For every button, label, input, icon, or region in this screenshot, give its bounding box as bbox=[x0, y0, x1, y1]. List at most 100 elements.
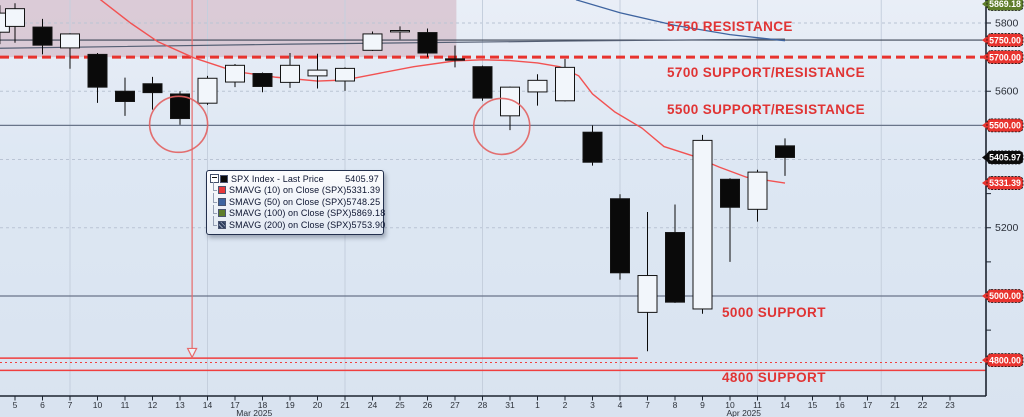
legend-row-2[interactable]: SMAVG (50) on Close (SPX) 5748.25 bbox=[210, 193, 381, 208]
x-tick-label: 8 bbox=[673, 400, 678, 410]
legend-tree-connector bbox=[210, 204, 218, 220]
y-tick-label: 5600 bbox=[995, 86, 1019, 98]
month-label: Apr 2025 bbox=[727, 408, 762, 417]
legend-row-0[interactable]: SPX Index - Last Price 5405.97 bbox=[210, 173, 379, 185]
highlight-circle bbox=[472, 97, 531, 156]
legend-swatch bbox=[218, 186, 226, 195]
candle-mar-21[interactable] bbox=[335, 67, 355, 82]
x-tick-label: 10 bbox=[93, 400, 103, 410]
candle-apr-1[interactable] bbox=[527, 79, 548, 93]
shaded-region bbox=[0, 0, 457, 58]
x-tick-label: 15 bbox=[808, 400, 818, 410]
y-tick-label: 5200 bbox=[995, 222, 1019, 234]
y-axis-badge bbox=[986, 0, 1024, 11]
legend-label: SMAVG (10) on Close (SPX) bbox=[229, 185, 347, 196]
legend-swatch bbox=[218, 197, 226, 206]
annotation-text: 5500 SUPPORT/RESISTANCE bbox=[667, 102, 865, 117]
candle-apr-4[interactable] bbox=[610, 198, 630, 274]
legend-label: SMAVG (50) on Close (SPX) bbox=[229, 196, 347, 207]
candle-apr-11[interactable] bbox=[747, 171, 768, 210]
legend-row-1[interactable]: SMAVG (10) on Close (SPX) 5331.39 bbox=[210, 181, 380, 197]
badge-tail bbox=[982, 35, 988, 45]
highlight-circle bbox=[148, 95, 209, 154]
x-tick-label: 10 bbox=[725, 400, 735, 410]
x-tick-label: 28 bbox=[478, 400, 488, 410]
x-tick-label: 13 bbox=[175, 400, 185, 410]
x-tick-label: 25 bbox=[395, 400, 405, 410]
candle-mar-5[interactable] bbox=[5, 8, 25, 27]
legend-value: 5748.25 bbox=[346, 196, 381, 207]
legend-value: 5405.97 bbox=[345, 173, 379, 184]
x-tick-label: 17 bbox=[230, 400, 240, 410]
candle-mar-10[interactable] bbox=[87, 53, 108, 88]
candle-apr-2[interactable] bbox=[555, 66, 575, 102]
x-tick-label: 23 bbox=[945, 400, 955, 410]
legend-label: SPX Index - Last Price bbox=[231, 173, 324, 184]
annotation-text: 4800 SUPPORT bbox=[722, 370, 826, 385]
x-tick-label: 27 bbox=[450, 400, 460, 410]
chart-legend[interactable]: SPX Index - Last Price 5405.97 SMAVG (10) … bbox=[206, 170, 385, 235]
x-tick-label: 11 bbox=[753, 400, 762, 410]
candle-mar-27[interactable] bbox=[445, 58, 465, 61]
legend-swatch bbox=[220, 174, 228, 183]
badge-tail bbox=[982, 152, 988, 162]
candle-apr-14[interactable] bbox=[775, 145, 795, 158]
candle-apr-3[interactable] bbox=[582, 131, 603, 163]
x-tick-label: 31 bbox=[505, 400, 515, 410]
x-tick-label: 6 bbox=[40, 400, 45, 410]
candle-mar-7[interactable] bbox=[60, 33, 80, 49]
candle-mar-24[interactable] bbox=[362, 33, 383, 51]
x-tick-label: 21 bbox=[890, 400, 900, 410]
x-tick-label: 9 bbox=[700, 400, 705, 410]
candle-mar-19[interactable] bbox=[280, 64, 300, 83]
y-axis-badge bbox=[986, 50, 1024, 65]
candle-mar-26[interactable] bbox=[417, 32, 438, 54]
y-axis-badge bbox=[986, 353, 1024, 368]
y-axis-badge bbox=[986, 150, 1024, 165]
badge-tail bbox=[982, 355, 988, 365]
legend-value: 5869.18 bbox=[351, 208, 386, 219]
month-label: Mar 2025 bbox=[236, 408, 272, 417]
annotation-text: 5000 SUPPORT bbox=[722, 305, 826, 320]
y-axis-badge bbox=[986, 289, 1024, 303]
x-tick-label: 12 bbox=[148, 400, 158, 410]
y-axis-badge bbox=[986, 118, 1024, 133]
y-tick-label: 5800 bbox=[995, 17, 1019, 29]
legend-expander-icon[interactable] bbox=[210, 174, 219, 184]
x-tick-label: 18 bbox=[258, 400, 268, 410]
candle-mar-14[interactable] bbox=[197, 77, 218, 104]
candle-mar-20[interactable] bbox=[307, 69, 328, 77]
candle-mar-18[interactable] bbox=[252, 73, 273, 87]
candle-mar-11[interactable] bbox=[115, 90, 135, 102]
x-tick-label: 17 bbox=[863, 400, 873, 410]
candle-mar-25[interactable] bbox=[390, 30, 410, 33]
candle-mar-31[interactable] bbox=[500, 86, 520, 117]
candle-mar-12[interactable] bbox=[142, 83, 163, 94]
badge-tail bbox=[982, 52, 988, 62]
candle-apr-7[interactable] bbox=[637, 275, 658, 313]
x-tick-label: 7 bbox=[68, 400, 73, 410]
legend-tree-connector bbox=[210, 216, 218, 231]
x-tick-label: 2 bbox=[563, 400, 568, 410]
x-tick-label: 26 bbox=[423, 400, 433, 410]
candle-mar-17[interactable] bbox=[225, 64, 245, 83]
x-tick-label: 11 bbox=[121, 400, 130, 410]
x-tick-label: 24 bbox=[368, 400, 378, 410]
candle-mar-13[interactable] bbox=[170, 93, 190, 120]
x-tick-label: 14 bbox=[203, 400, 213, 410]
candle-mar-28[interactable] bbox=[472, 66, 493, 99]
legend-tree-connector bbox=[210, 181, 218, 197]
candle-apr-10[interactable] bbox=[720, 178, 740, 208]
y-axis-badge-label: 5331.39 bbox=[989, 178, 1021, 188]
candle-apr-9[interactable] bbox=[692, 139, 713, 310]
candle-mar-6[interactable] bbox=[32, 26, 53, 46]
legend-swatch bbox=[218, 209, 226, 218]
y-axis-badge bbox=[986, 176, 1024, 190]
badge-tail bbox=[982, 291, 988, 301]
candle-apr-8[interactable] bbox=[665, 232, 685, 303]
legend-row-4[interactable]: SMAVG (200) on Close (SPX) 5753.90 bbox=[210, 216, 385, 231]
legend-row-3[interactable]: SMAVG (100) on Close (SPX) 5869.18 bbox=[210, 204, 385, 220]
x-tick-label: 21 bbox=[340, 400, 350, 410]
annotation-text: 5750 RESISTANCE bbox=[667, 19, 793, 34]
